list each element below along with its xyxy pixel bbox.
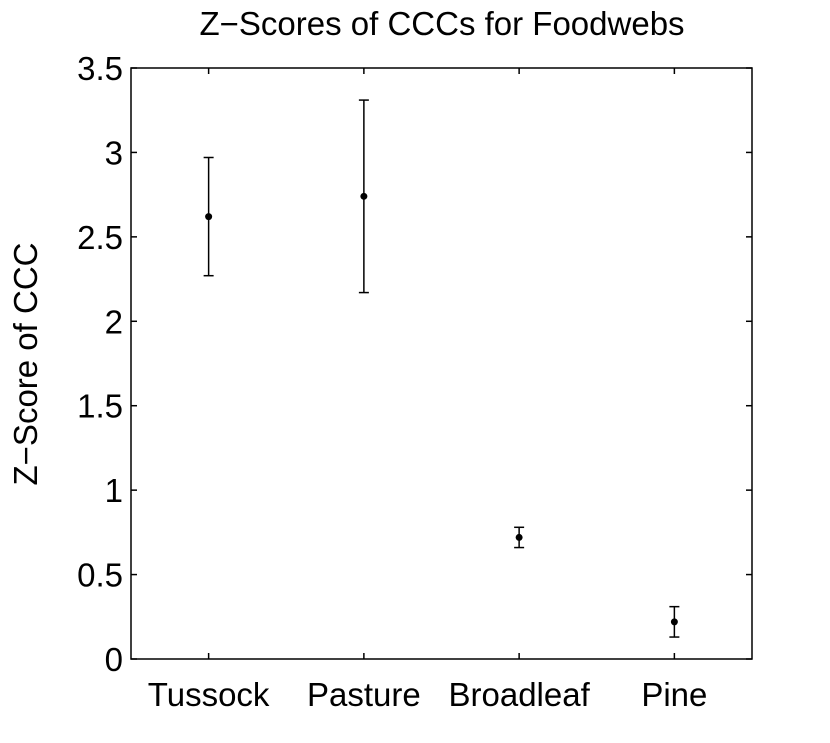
- error-bars: [203, 99, 680, 638]
- plot-frame: [130, 67, 753, 660]
- y-tick-label: 0.5: [77, 557, 123, 594]
- x-ticks: Tussock Pasture Broadleaf Pine: [148, 68, 707, 713]
- y-tick-label: 2.5: [77, 219, 123, 256]
- y-tick-label: 2: [105, 303, 123, 340]
- y-axis-label: Z−Score of CCC: [7, 243, 44, 486]
- x-tick-label: Tussock: [148, 676, 270, 713]
- y-ticks: 0 0.5 1 1.5 2 2.5 3 3.5: [77, 50, 752, 678]
- y-tick-label: 3.5: [77, 50, 123, 87]
- chart-title: Z−Scores of CCCs for Foodwebs: [199, 5, 684, 42]
- x-tick-label: Broadleaf: [448, 676, 590, 713]
- data-point: [670, 618, 678, 626]
- data-point: [515, 533, 523, 541]
- y-tick-label: 3: [105, 134, 123, 171]
- y-tick-label: 0: [105, 641, 123, 678]
- x-tick-label: Pasture: [307, 676, 421, 713]
- x-tick-label: Pine: [641, 676, 707, 713]
- y-tick-label: 1: [105, 472, 123, 509]
- data-point: [205, 213, 213, 221]
- data-point: [360, 192, 368, 200]
- y-tick-label: 1.5: [77, 388, 123, 425]
